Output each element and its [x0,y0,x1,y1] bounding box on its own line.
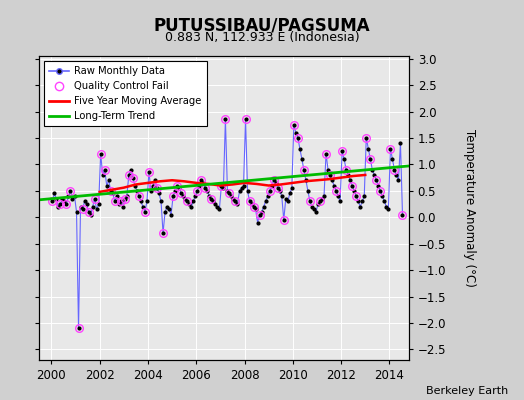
Text: PUTUSSIBAU/PAGSUMA: PUTUSSIBAU/PAGSUMA [154,17,370,35]
Text: Berkeley Earth: Berkeley Earth [426,386,508,396]
Text: 0.883 N, 112.933 E (Indonesia): 0.883 N, 112.933 E (Indonesia) [165,32,359,44]
Legend: Raw Monthly Data, Quality Control Fail, Five Year Moving Average, Long-Term Tren: Raw Monthly Data, Quality Control Fail, … [45,61,206,126]
Y-axis label: Temperature Anomaly (°C): Temperature Anomaly (°C) [463,129,476,287]
